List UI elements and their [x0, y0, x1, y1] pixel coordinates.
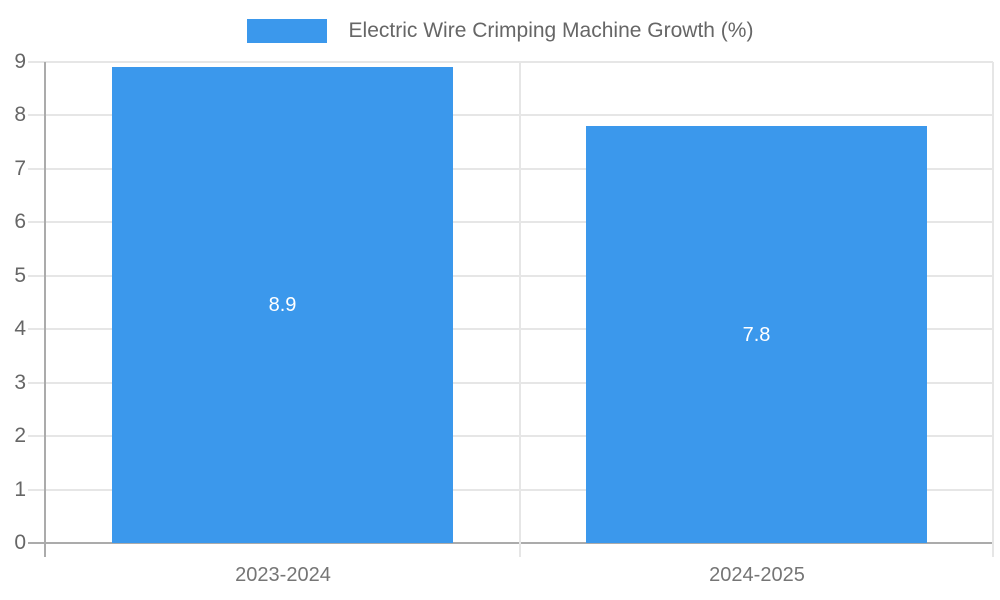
bar-2024-2025[interactable]: [586, 126, 927, 543]
y-axis-tick-label: 2: [14, 424, 26, 447]
gridline-h: [28, 275, 993, 277]
baseline: [28, 542, 993, 544]
y-axis-tick-label: 8: [14, 103, 26, 126]
y-axis-line: [44, 62, 46, 557]
gridline-h: [28, 435, 993, 437]
bar-2023-2024[interactable]: [112, 67, 453, 543]
gridline-v: [992, 62, 994, 557]
legend-label: Electric Wire Crimping Machine Growth (%…: [348, 19, 754, 42]
gridline-h: [28, 489, 993, 491]
gridline-h: [28, 114, 993, 116]
gridline-h: [28, 221, 993, 223]
y-axis-tick-label: 4: [14, 317, 26, 340]
y-axis-tick-label: 7: [14, 157, 26, 180]
gridline-v: [519, 62, 521, 557]
gridline-h: [28, 61, 993, 63]
y-axis-tick-label: 9: [14, 50, 26, 73]
gridline-h: [28, 168, 993, 170]
legend-swatch: [246, 19, 327, 43]
y-axis-tick-label: 1: [14, 478, 26, 501]
bar-value-label: 8.9: [268, 294, 297, 316]
legend[interactable]: Electric Wire Crimping Machine Growth (%…: [0, 17, 1000, 45]
y-axis-tick-label: 6: [14, 210, 26, 233]
x-axis-category-label: 2023-2024: [235, 564, 331, 586]
x-axis-category-label: 2024-2025: [709, 564, 805, 586]
bar-value-label: 7.8: [742, 324, 771, 346]
y-axis-tick-label: 0: [14, 531, 26, 554]
y-axis-tick-label: 5: [14, 264, 26, 287]
gridline-h: [28, 382, 993, 384]
y-axis-tick-label: 3: [14, 371, 26, 394]
gridline-h: [28, 328, 993, 330]
